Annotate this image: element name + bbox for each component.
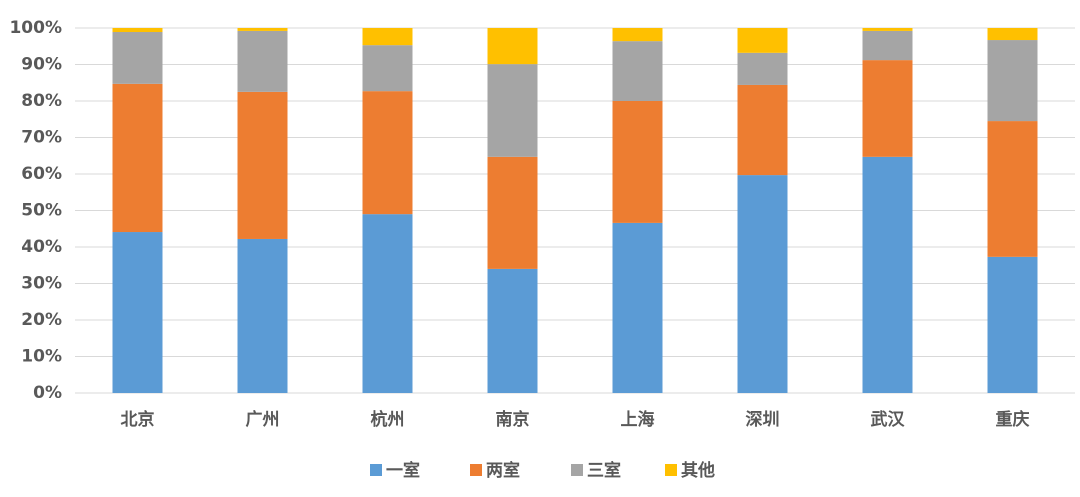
- y-tick-label: 10%: [21, 347, 62, 367]
- legend-label: 其他: [681, 460, 715, 481]
- bar-segment: [737, 52, 788, 85]
- legend-swatch: [370, 464, 382, 476]
- bar-segment: [612, 222, 663, 393]
- bar-segment: [362, 214, 413, 393]
- y-tick-label: 40%: [21, 237, 62, 257]
- bar-segment: [737, 175, 788, 393]
- bar-segment: [112, 28, 163, 33]
- legend-label: 一室: [386, 460, 420, 481]
- bar-segment: [112, 83, 163, 233]
- x-tick-label: 深圳: [746, 409, 780, 430]
- x-tick-label: 南京: [496, 409, 530, 430]
- y-tick-label: 0%: [33, 383, 62, 403]
- legend-swatch: [665, 464, 677, 476]
- bar-segment: [737, 28, 788, 53]
- bar-segment: [612, 28, 663, 42]
- bar-segment: [862, 28, 913, 31]
- bar-segment: [862, 30, 913, 61]
- bar-segment: [362, 45, 413, 92]
- bar-segment: [987, 28, 1038, 41]
- bar-segment: [362, 28, 413, 46]
- y-tick-label: 80%: [21, 91, 62, 111]
- bar-segment: [987, 121, 1038, 257]
- x-tick-label: 武汉: [871, 409, 906, 430]
- bar-segment: [487, 156, 538, 269]
- bar-segment: [862, 156, 913, 393]
- y-tick-label: 20%: [21, 310, 62, 330]
- legend-swatch: [571, 464, 583, 476]
- x-tick-label: 上海: [621, 409, 655, 430]
- bar-segment: [237, 28, 288, 31]
- bar-segment: [237, 238, 288, 393]
- y-tick-label: 90%: [21, 55, 62, 75]
- y-tick-label: 60%: [21, 164, 62, 184]
- bar-segment: [487, 64, 538, 157]
- bar-segment: [237, 30, 288, 92]
- bar-segment: [487, 268, 538, 393]
- bar-segment: [487, 28, 538, 65]
- bar-segment: [612, 101, 663, 223]
- y-tick-label: 50%: [21, 201, 62, 221]
- bar-segment: [112, 32, 163, 84]
- x-tick-label: 杭州: [371, 409, 405, 430]
- legend-swatch: [470, 464, 482, 476]
- bar-segment: [987, 40, 1038, 122]
- bar-segment: [987, 256, 1038, 393]
- bar-segment: [737, 84, 788, 176]
- x-tick-label: 北京: [121, 409, 155, 430]
- x-tick-label: 重庆: [996, 409, 1030, 430]
- legend-label: 三室: [587, 460, 621, 481]
- y-tick-label: 70%: [21, 128, 62, 148]
- bar-segment: [612, 41, 663, 101]
- y-tick-label: 100%: [9, 18, 62, 38]
- bar-segment: [237, 91, 288, 239]
- bar-segment: [862, 60, 913, 157]
- legend-label: 两室: [486, 460, 520, 481]
- bar-segment: [112, 232, 163, 393]
- bar-segment: [362, 91, 413, 215]
- x-tick-label: 广州: [246, 409, 280, 430]
- y-tick-label: 30%: [21, 274, 62, 294]
